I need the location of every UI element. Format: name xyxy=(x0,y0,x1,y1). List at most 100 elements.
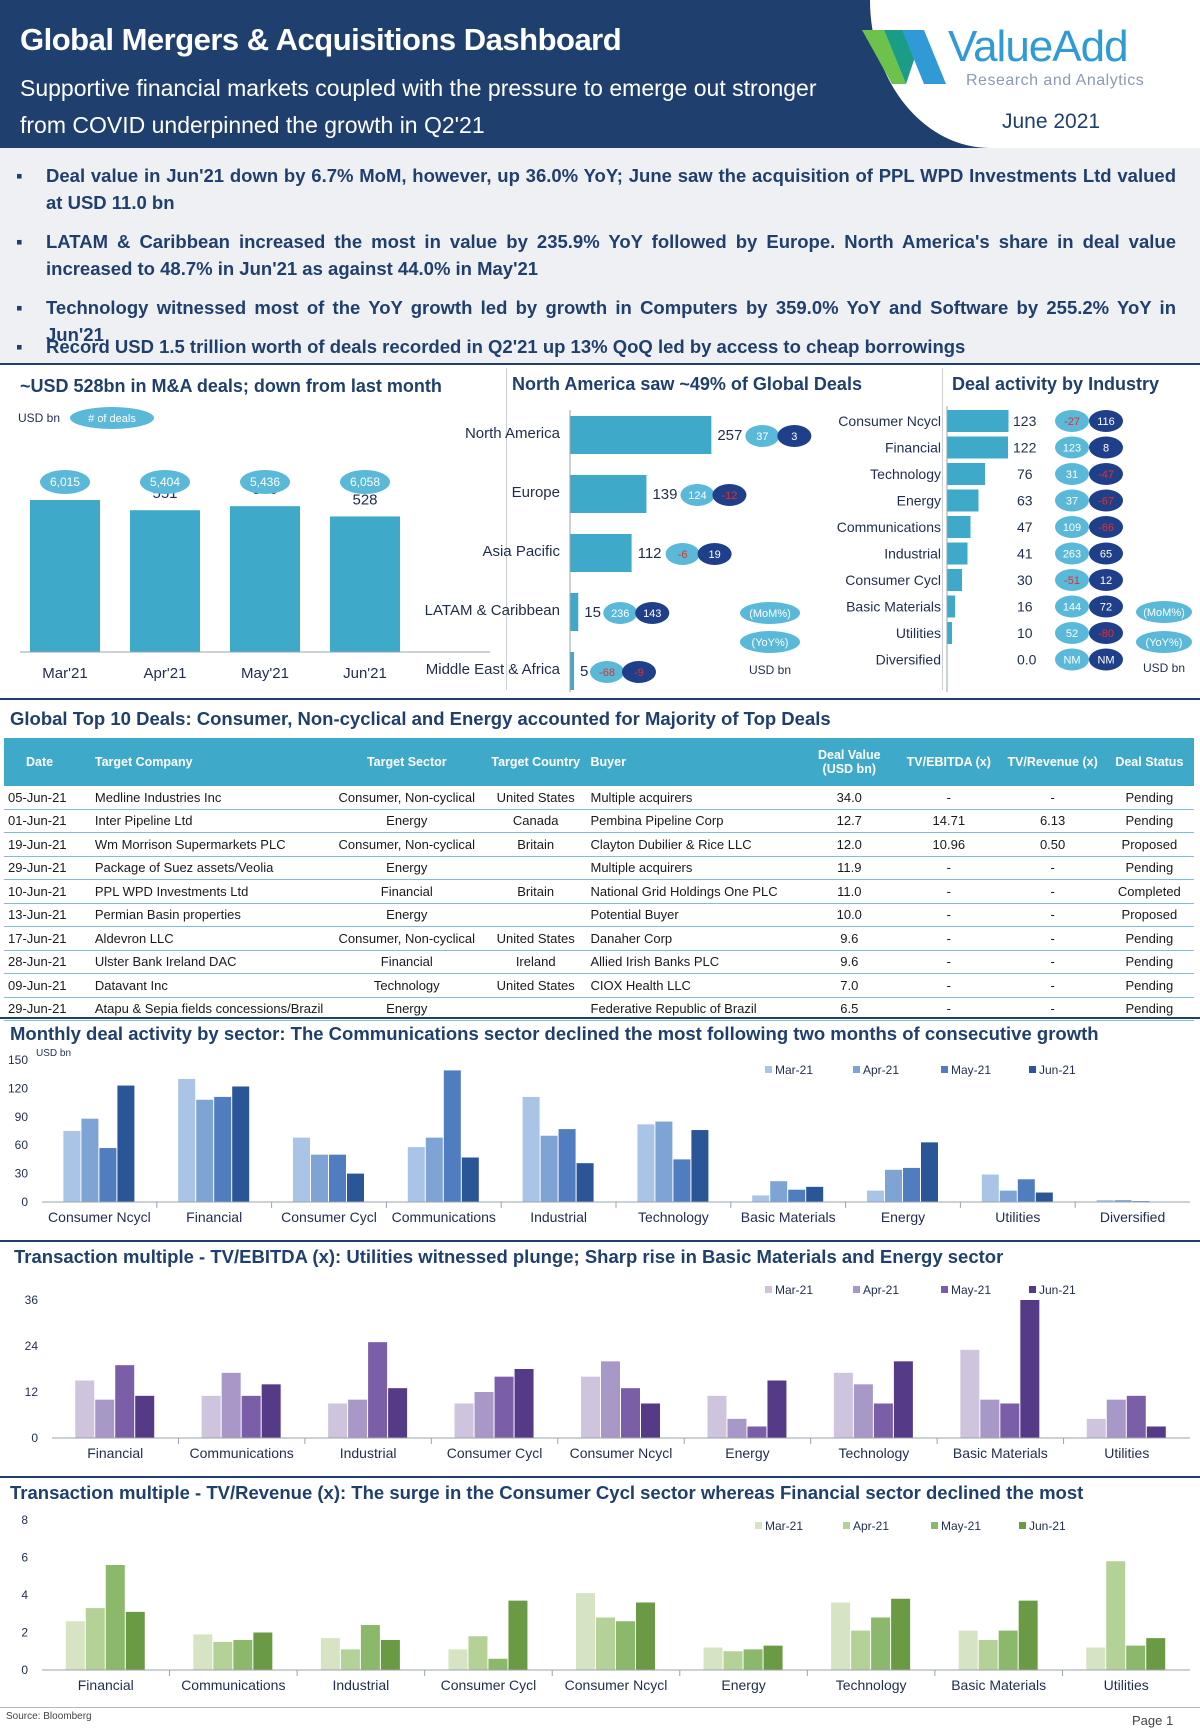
bar xyxy=(368,1342,388,1438)
category-label: Consumer Cycl xyxy=(447,1445,543,1461)
mom-bubble xyxy=(1055,410,1089,432)
bar xyxy=(673,1159,691,1202)
region-label: Middle East & Africa xyxy=(426,661,561,678)
bar xyxy=(65,1621,85,1670)
mom-bubble xyxy=(1055,463,1089,485)
table-row: 17-Jun-21 Aldevron LLC Consumer, Non-cycli… xyxy=(4,926,1194,951)
yoy-label: -80 xyxy=(1098,628,1114,640)
tv-ebitda-cell: - xyxy=(897,879,1001,904)
category-label: Consumer Ncycl xyxy=(565,1677,668,1693)
bar xyxy=(522,1096,540,1202)
target-sector-cell: Energy xyxy=(328,856,485,880)
tv-revenue-cell: - xyxy=(1000,997,1105,1021)
industry-title: Deal activity by Industry xyxy=(952,374,1160,394)
logo-tagline: Research and Analytics xyxy=(966,72,1145,89)
col-date: Date xyxy=(4,738,91,786)
bar xyxy=(1017,1179,1035,1202)
deal-status-cell: Pending xyxy=(1104,809,1194,833)
target-country-cell xyxy=(484,997,587,1021)
deal-value-cell: 6.5 xyxy=(801,997,898,1021)
target-country-cell: Britain xyxy=(484,879,587,904)
region-label: North America xyxy=(465,425,561,442)
yoy-label: 12 xyxy=(1100,575,1112,587)
mom-bubble xyxy=(665,543,700,565)
bar-value: 123 xyxy=(1013,413,1037,429)
valueadd-logo-icon xyxy=(862,30,946,84)
bar xyxy=(707,1395,727,1438)
deal-count-bubble xyxy=(140,470,190,494)
deal-status-cell: Pending xyxy=(1104,786,1194,810)
bar xyxy=(743,1649,763,1670)
logo-name: ValueAdd xyxy=(948,22,1129,71)
yoy-bubble xyxy=(1089,542,1123,565)
region-label: Asia Pacific xyxy=(482,543,560,560)
mom-bubble xyxy=(1055,542,1089,565)
tv-revenue-cell: - xyxy=(1000,926,1105,951)
category-label: Financial xyxy=(78,1677,134,1693)
tv-revenue-cell: - xyxy=(1000,856,1105,880)
legend-swatch xyxy=(941,1286,948,1293)
bar-value: 47 xyxy=(1017,519,1033,535)
mom-label: 31 xyxy=(1066,469,1078,481)
bar xyxy=(232,1086,250,1202)
bar xyxy=(871,1617,891,1670)
bar-value: 15 xyxy=(584,604,601,621)
buyer-cell: Pembina Pipeline Corp xyxy=(586,809,802,833)
bar xyxy=(596,1617,615,1670)
bar xyxy=(540,1135,558,1202)
deal-value-cell: 34.0 xyxy=(801,786,898,810)
bar xyxy=(130,510,200,652)
bar-value: 16 xyxy=(1017,599,1033,615)
y-tick-label: 30 xyxy=(15,1167,29,1181)
bar xyxy=(947,463,985,485)
divider xyxy=(0,698,1200,700)
col-ebitda: TV/EBITDA (x) xyxy=(897,738,1001,786)
deal-value-cell: 9.6 xyxy=(801,950,898,974)
bar xyxy=(921,1142,938,1202)
tv-revenue-cell: - xyxy=(1000,973,1105,998)
category-label: Utilities xyxy=(1104,1677,1149,1693)
tv-revenue-cell: - xyxy=(1000,786,1105,810)
yoy-bubble xyxy=(1089,516,1123,538)
deal-count-bubble xyxy=(340,470,390,494)
deal-status-cell: Pending xyxy=(1104,926,1194,951)
category-label: Basic Materials xyxy=(951,1677,1046,1693)
bar xyxy=(691,1130,709,1202)
bar xyxy=(947,436,1008,459)
category-label: Financial xyxy=(186,1209,242,1225)
monthly-value-title: ~USD 528bn in M&A deals; down from last … xyxy=(20,376,442,396)
mom-bubble xyxy=(1055,489,1089,512)
bar xyxy=(425,1137,443,1202)
category-label: Consumer Cycl xyxy=(441,1677,537,1693)
y-tick-label: 6 xyxy=(21,1551,28,1565)
bar xyxy=(851,1630,871,1670)
bar xyxy=(454,1403,474,1438)
bar xyxy=(581,1376,600,1438)
legend-label: # of deals xyxy=(88,413,136,425)
col-sector: Target Sector xyxy=(328,738,485,786)
divider xyxy=(0,1017,1200,1019)
category-label: Consumer Cycl xyxy=(281,1209,377,1225)
target-company-cell: Atapu & Sepia fields concessions/Brazil xyxy=(90,997,329,1021)
col-revenue: TV/Revenue (x) xyxy=(1000,738,1105,786)
category-label: Communications xyxy=(181,1677,285,1693)
bar xyxy=(196,1099,214,1202)
bar xyxy=(1000,1403,1020,1438)
yoy-bubble xyxy=(777,425,812,447)
bar xyxy=(474,1392,494,1438)
bar xyxy=(214,1096,232,1202)
bar xyxy=(980,1399,1000,1438)
target-sector-cell: Financial xyxy=(328,879,485,904)
yoy-bubble xyxy=(622,661,656,683)
target-sector-cell: Energy xyxy=(328,997,485,1021)
yoy-bubble xyxy=(1089,648,1123,671)
source-note: Source: Bloomberg xyxy=(6,1711,92,1722)
legend-label: May-21 xyxy=(951,1063,991,1077)
mom-bubble xyxy=(590,661,624,683)
yoy-label: 143 xyxy=(643,608,661,620)
target-company-cell: Medline Industries Inc xyxy=(90,786,329,810)
bar xyxy=(125,1611,145,1670)
bar xyxy=(637,1124,655,1202)
yoy-label: 65 xyxy=(1100,549,1112,561)
y-tick-label: 150 xyxy=(8,1053,28,1067)
